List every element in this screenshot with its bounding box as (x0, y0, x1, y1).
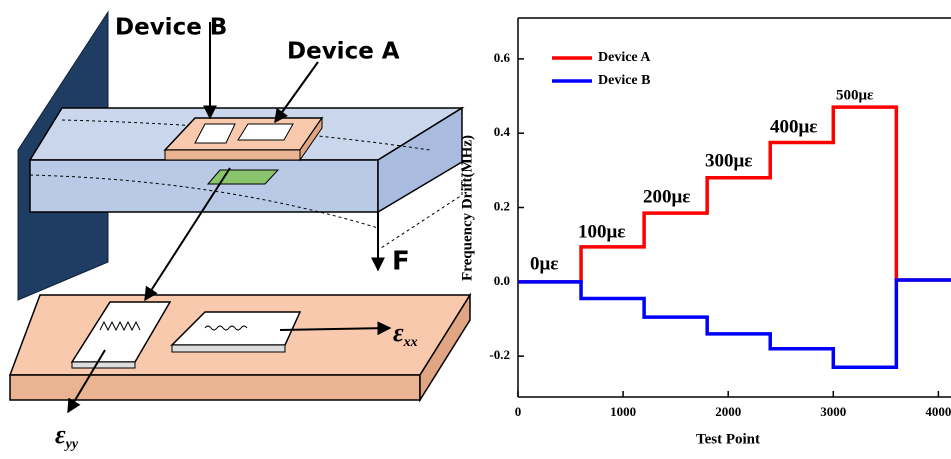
annotation: 100με (578, 221, 625, 242)
y-tick-label: -0.2 (489, 347, 510, 362)
series-line (518, 280, 951, 367)
figure: Device B Device A F εxx εyy -0.20.00.20.… (0, 0, 951, 459)
y-tick-label: 0.2 (494, 198, 510, 213)
annotation: 0με (530, 253, 558, 274)
subscript: xx (403, 335, 418, 350)
y-tick-label: 0.6 (494, 50, 511, 65)
chart: -0.2 0.0 0.2 0.4 0.6 0 1000 2000 3000 4000 Test Po… (459, 18, 951, 447)
x-tick-label: 0 (515, 404, 522, 419)
x-axis-label: Test Point (696, 431, 760, 447)
legend-label: Device A (598, 50, 651, 65)
y-tick-label: 0.4 (494, 124, 511, 139)
device-a-small (238, 124, 293, 140)
symbol: ε (393, 318, 404, 347)
label: Device A (287, 39, 400, 65)
board-front (10, 375, 420, 400)
y-tick-label: 0.0 (494, 273, 510, 288)
device-a-edge (172, 345, 285, 352)
sensor-pad (208, 170, 278, 184)
annotation: 500με (836, 87, 874, 103)
x-tick-label: 2000 (715, 404, 741, 419)
page: Device B Device A F εxx εyy -0.20.00.20.… (0, 0, 951, 459)
annotation: 200με (643, 186, 690, 207)
x-tick-label: 3000 (820, 404, 846, 419)
x-tick-label: 4000 (925, 404, 951, 419)
y-axis-label: Frequency Drift(MHz) (459, 135, 475, 281)
device-b-edge (72, 362, 135, 368)
diagram: Device B Device A F εxx εyy (10, 12, 470, 452)
legend-label: Device B (598, 73, 650, 88)
x-tick-label: 1000 (610, 404, 636, 419)
label: Device B (115, 15, 227, 41)
label: F (392, 247, 410, 277)
symbol: ε (55, 420, 66, 449)
chip-front (165, 150, 300, 160)
annotation: 400με (770, 116, 817, 137)
annotation: 300με (705, 150, 752, 171)
subscript: yy (64, 437, 79, 452)
beam-front (30, 160, 378, 212)
series-line (518, 107, 951, 282)
label: εyy (55, 420, 79, 452)
